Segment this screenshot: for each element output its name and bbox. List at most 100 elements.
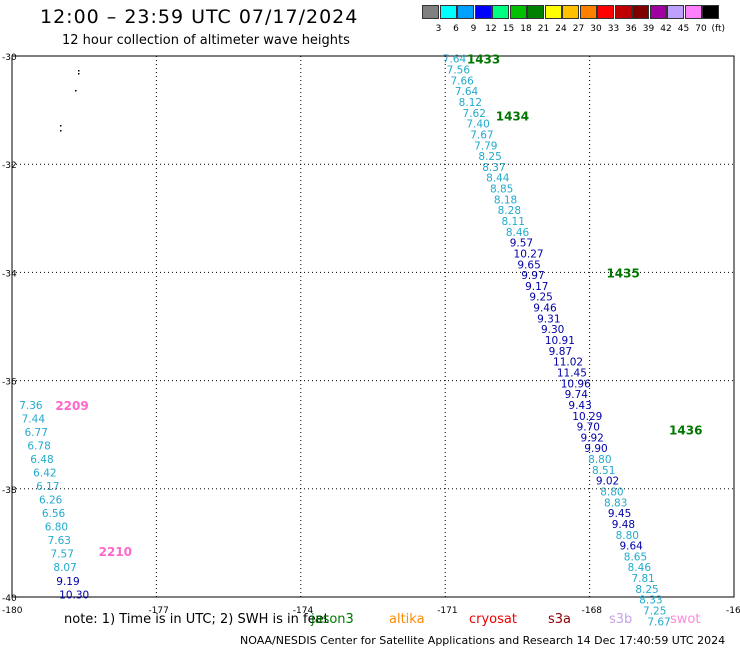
legend-swatch (649, 5, 667, 19)
swh-value: 8.37 (482, 162, 505, 174)
swh-value: 8.80 (616, 530, 639, 542)
legend-label: 45 (677, 24, 690, 34)
legend-swatch (632, 5, 649, 19)
swh-value: 6.77 (25, 427, 48, 439)
lat-tick-label: -40 (2, 594, 17, 604)
swh-value: 10.30 (59, 589, 89, 601)
swh-value: 6.80 (45, 522, 68, 534)
legend-label: 21 (537, 24, 550, 34)
page-subtitle: 12 hour collection of altimeter wave hei… (62, 33, 350, 48)
swh-value: 9.74 (565, 389, 589, 401)
swh-value: 8.07 (53, 562, 76, 574)
swh-value: 8.25 (635, 584, 658, 596)
swh-value: 9.65 (517, 259, 540, 271)
swh-value: 9.57 (510, 238, 533, 250)
legend-label: 39 (642, 24, 655, 34)
legend-swatch (439, 5, 457, 19)
legend-unit: (ft) (711, 24, 726, 34)
land-speck (60, 130, 62, 132)
swh-value: 9.25 (529, 292, 552, 304)
pass-time-label: 1436 (669, 423, 702, 437)
legend-swatch (492, 5, 509, 19)
legend-label: 27 (572, 24, 585, 34)
swh-value: 7.63 (48, 535, 71, 547)
pass-time-label: 1434 (496, 110, 529, 124)
satellite-name: altika (389, 612, 425, 627)
legend-label: 24 (555, 24, 567, 34)
swh-value: 7.66 (450, 75, 474, 87)
legend-swatch (544, 5, 562, 19)
swh-value: 9.46 (533, 303, 557, 315)
swh-value: 10.27 (514, 248, 544, 260)
pass-time-label: 2209 (55, 399, 88, 413)
lon-tick-label: -168 (582, 606, 603, 616)
map-frame (11, 55, 735, 598)
swh-value: 6.48 (30, 454, 53, 466)
lat-tick-label: -36 (2, 378, 17, 388)
swh-value: 7.67 (470, 129, 493, 141)
swh-value: 8.11 (502, 216, 525, 228)
swh-value: 11.02 (553, 357, 583, 369)
satellite-name: swot (670, 612, 701, 627)
legend-label: 70 (695, 24, 707, 34)
lat-tick-label: -38 (2, 486, 17, 496)
lon-tick-label: -171 (437, 606, 457, 616)
legend-swatch (667, 5, 684, 19)
swh-value: 6.17 (36, 481, 59, 493)
swh-value: 9.19 (56, 576, 79, 588)
legend-label: 30 (590, 24, 602, 34)
land-speck (78, 73, 80, 75)
legend-swatch (579, 5, 597, 19)
swh-value: 8.80 (588, 454, 611, 466)
swh-value: 9.48 (612, 519, 635, 531)
satellite-name: s3b (609, 612, 633, 627)
legend-label: 18 (520, 24, 532, 34)
legend-swatch (614, 5, 632, 19)
swh-value: 8.28 (498, 205, 521, 217)
swh-value: 9.31 (537, 313, 560, 325)
legend-swatch (562, 5, 579, 19)
legend-label: 12 (485, 24, 497, 34)
swh-value: 8.12 (459, 97, 482, 109)
swh-value: 10.91 (545, 335, 575, 347)
credit-line: NOAA/NESDIS Center for Satellite Applica… (240, 634, 726, 647)
swh-value: 8.85 (490, 184, 513, 196)
lon-tick-label: -177 (148, 606, 168, 616)
swh-value: 8.33 (639, 595, 662, 607)
swh-value: 6.56 (42, 508, 66, 520)
swh-value: 7.44 (22, 413, 46, 425)
legend-label: 6 (453, 24, 459, 34)
legend-swatch (457, 5, 474, 19)
swh-value: 7.81 (631, 573, 654, 585)
satellite-name: cryosat (469, 612, 517, 627)
lat-tick-label: -30 (2, 53, 17, 63)
swh-value: 8.18 (494, 194, 517, 206)
swh-value: 7.57 (51, 549, 74, 561)
lon-tick-label: -174 (293, 606, 314, 616)
pass-time-label: 1433 (467, 53, 500, 67)
lat-tick-label: -34 (2, 269, 17, 279)
swh-value: 7.40 (466, 119, 489, 131)
legend-swatch (474, 5, 492, 19)
swh-value: 8.65 (624, 551, 647, 563)
swh-value: 9.70 (577, 422, 600, 434)
swh-value: 7.62 (463, 108, 486, 120)
legend-label: 42 (660, 24, 672, 34)
swh-value: 8.80 (600, 487, 623, 499)
swh-value: 6.26 (39, 495, 63, 507)
satellite-name: jason3 (311, 612, 354, 627)
lon-tick-label: -180 (2, 606, 23, 616)
swh-value: 8.25 (478, 151, 501, 163)
legend-swatch (702, 5, 719, 19)
satellite-name: s3a (548, 612, 572, 627)
swh-value: 9.30 (541, 324, 564, 336)
pass-time-label: 2210 (99, 545, 132, 559)
legend-swatch (509, 5, 527, 19)
legend-swatch (597, 5, 614, 19)
swh-value: 9.92 (580, 432, 603, 444)
swh-value: 7.64 (455, 86, 479, 98)
swh-value: 8.83 (604, 497, 627, 509)
swh-value: 6.78 (27, 441, 50, 453)
